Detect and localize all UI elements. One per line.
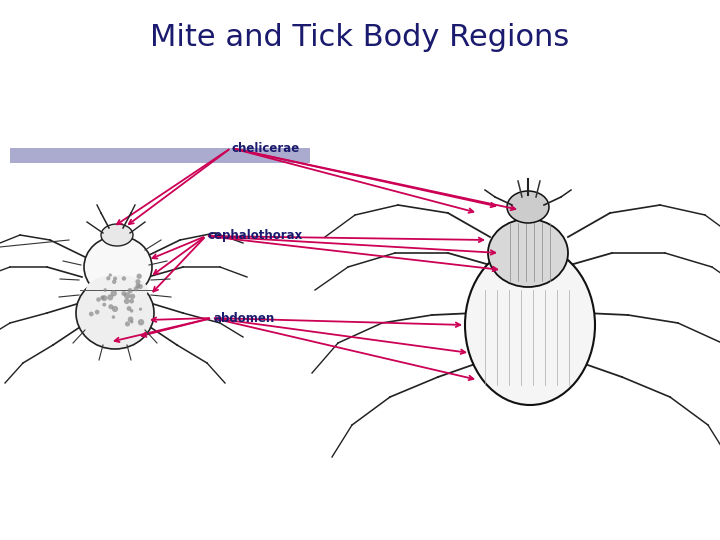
Circle shape [122, 291, 126, 296]
Bar [10, 148, 310, 163]
Ellipse shape [488, 219, 568, 287]
Circle shape [127, 288, 132, 293]
Circle shape [95, 310, 99, 314]
Circle shape [129, 299, 134, 303]
Circle shape [109, 273, 112, 277]
Circle shape [130, 320, 133, 323]
Circle shape [122, 276, 126, 281]
Circle shape [135, 279, 140, 284]
Circle shape [113, 276, 117, 281]
Circle shape [108, 304, 114, 309]
Circle shape [96, 298, 101, 302]
Circle shape [137, 274, 142, 279]
Circle shape [130, 309, 133, 313]
Text: cephalothorax: cephalothorax [207, 230, 302, 242]
Text: abdomen: abdomen [213, 312, 274, 325]
Ellipse shape [84, 236, 152, 298]
Circle shape [100, 295, 104, 300]
Circle shape [107, 294, 113, 300]
Ellipse shape [507, 191, 549, 223]
Circle shape [124, 298, 130, 304]
Circle shape [138, 284, 143, 289]
Circle shape [112, 315, 115, 319]
Text: chelicerae: chelicerae [232, 141, 300, 154]
Circle shape [139, 308, 142, 310]
Circle shape [130, 294, 135, 299]
Ellipse shape [86, 275, 148, 305]
Ellipse shape [101, 224, 133, 246]
Circle shape [127, 316, 133, 322]
Circle shape [125, 321, 130, 327]
Circle shape [107, 276, 110, 280]
Ellipse shape [465, 245, 595, 405]
Text: Mite and Tick Body Regions: Mite and Tick Body Regions [150, 24, 570, 52]
Circle shape [124, 292, 130, 299]
Circle shape [112, 280, 117, 284]
Circle shape [111, 290, 117, 296]
Circle shape [104, 288, 107, 292]
Circle shape [89, 312, 94, 316]
Circle shape [127, 306, 132, 311]
Circle shape [134, 286, 138, 291]
Circle shape [138, 319, 144, 326]
Circle shape [135, 284, 140, 288]
Circle shape [112, 306, 118, 312]
Circle shape [102, 295, 107, 301]
Ellipse shape [76, 277, 154, 349]
Circle shape [102, 302, 107, 307]
